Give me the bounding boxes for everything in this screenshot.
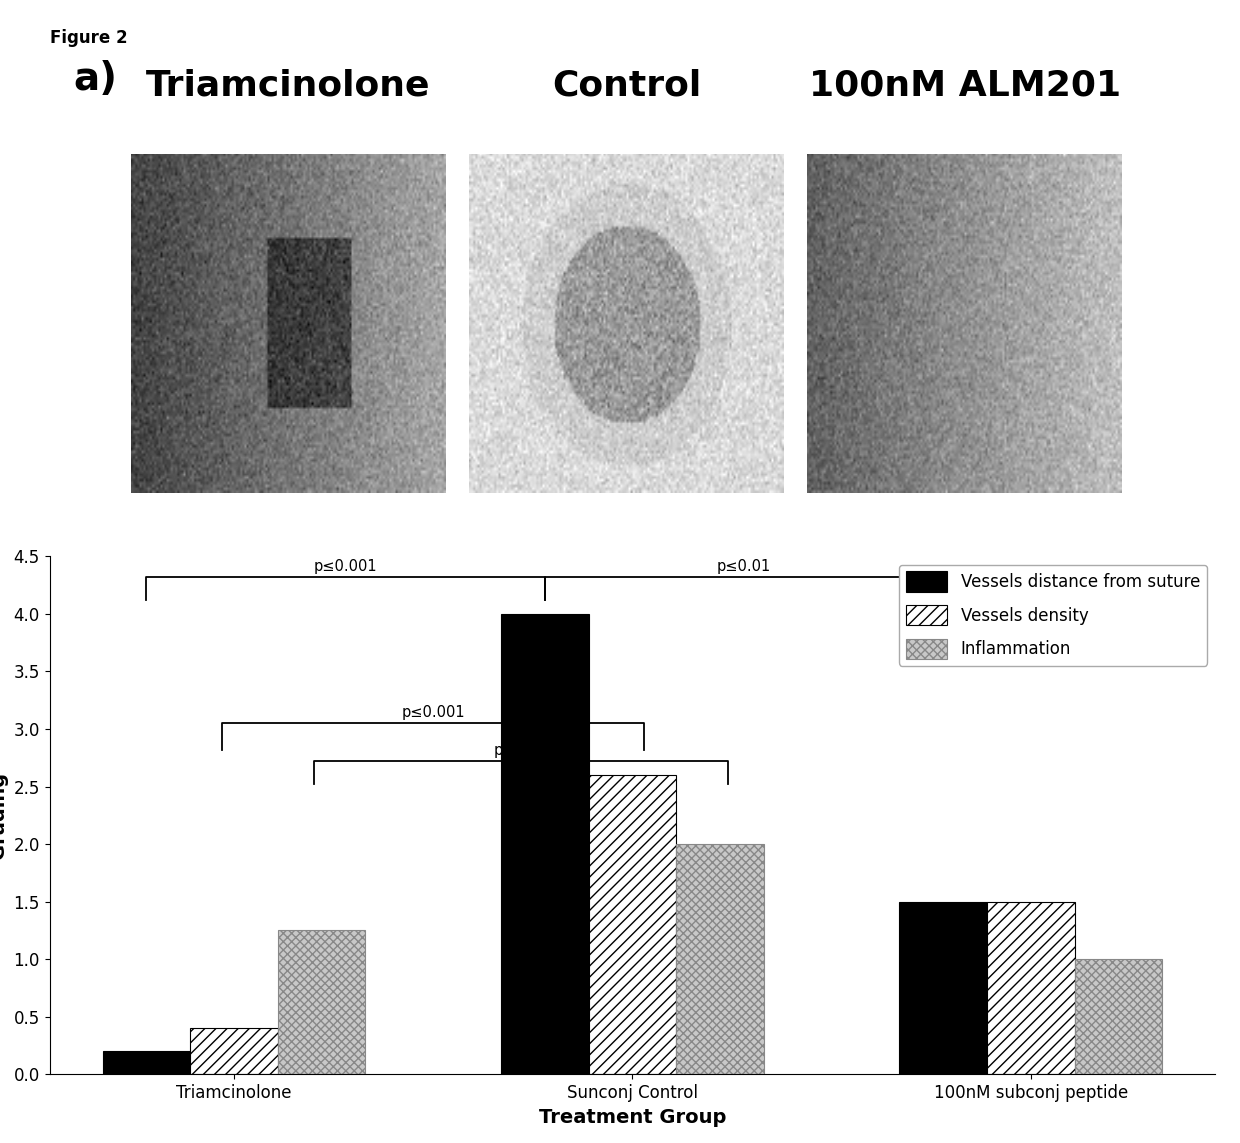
Bar <box>103 1052 190 1074</box>
Legend: Vessels distance from suture, Vessels density, Inflammation: Vessels distance from suture, Vessels de… <box>899 565 1207 665</box>
Text: p≤0.001: p≤0.001 <box>314 559 377 574</box>
Bar <box>278 930 366 1074</box>
Bar <box>589 775 676 1074</box>
Bar <box>676 845 764 1074</box>
X-axis label: Treatment Group: Treatment Group <box>538 1108 727 1127</box>
Bar <box>899 902 987 1074</box>
Text: Control: Control <box>552 69 701 102</box>
Bar <box>501 614 589 1074</box>
Text: p≤0.01: p≤0.01 <box>717 559 771 574</box>
Text: p≤0.001: p≤0.001 <box>402 705 465 720</box>
Text: a): a) <box>73 59 117 98</box>
Text: Triamcinolone: Triamcinolone <box>146 69 430 102</box>
Bar <box>1075 959 1162 1074</box>
Bar <box>987 902 1075 1074</box>
Text: p≤0.05: p≤0.05 <box>494 743 548 758</box>
Y-axis label: Grading: Grading <box>0 772 7 858</box>
Text: Figure 2: Figure 2 <box>50 29 128 47</box>
Text: 100nM ALM201: 100nM ALM201 <box>808 69 1121 102</box>
Bar <box>190 1029 278 1074</box>
